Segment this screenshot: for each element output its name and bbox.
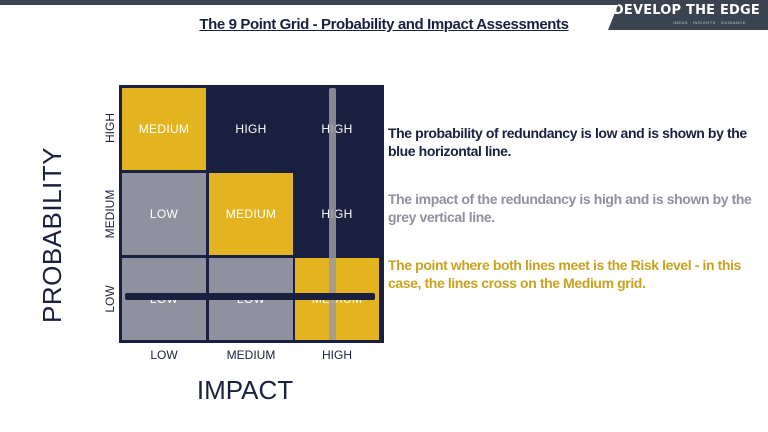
x-axis-label: IMPACT (196, 375, 294, 405)
risk-description: The point where both lines meet is the R… (388, 257, 741, 291)
cell-high-medium: HIGH (209, 88, 293, 170)
brand-tagline: IDEAS · INSIGHTS · GUIDANCE (673, 20, 746, 25)
col-label-medium: MEDIUM (226, 348, 276, 362)
cell-high-low: MEDIUM (122, 88, 206, 170)
impact-description: The impact of the redundancy is high and… (388, 191, 752, 225)
cell-medium-low: LOW (122, 173, 206, 255)
risk-grid: MEDIUM HIGH HIGH LOW MEDIUM HIGH LOW LOW… (119, 85, 384, 343)
probability-horizontal-line (125, 293, 375, 300)
row-label-high: HIGH (103, 113, 117, 143)
impact-vertical-line (329, 88, 336, 340)
cell-medium-high: HIGH (295, 173, 379, 255)
cell-high-high: HIGH (295, 88, 379, 170)
col-label-high: HIGH (322, 348, 352, 362)
y-axis-label: PROBABILITY (37, 147, 67, 323)
brand-logo: DEVELOP THE EDGE IDEAS · INSIGHTS · GUID… (608, 0, 768, 30)
probability-description: The probability of redundancy is low and… (388, 125, 747, 159)
row-label-medium: MEDIUM (103, 189, 117, 239)
row-label-low: LOW (103, 285, 117, 313)
top-bar (0, 0, 768, 5)
brand-name: DEVELOP THE EDGE (612, 3, 760, 18)
col-label-low: LOW (150, 348, 178, 362)
cell-medium-medium: MEDIUM (209, 173, 293, 255)
page-title: The 9 Point Grid - Probability and Impac… (199, 16, 569, 33)
